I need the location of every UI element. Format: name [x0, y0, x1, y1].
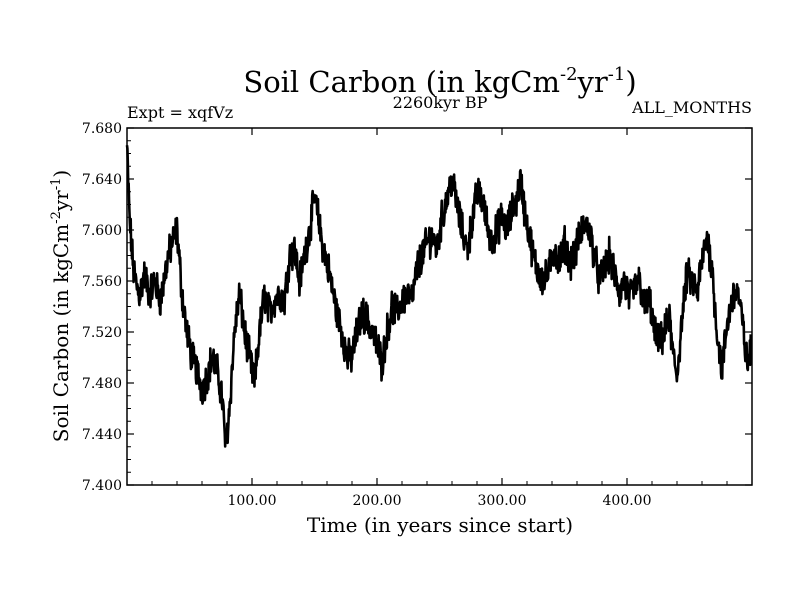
y-axis-ticks: 7.400 7.440 7.480 7.520 7.560 7.600 7.640 7.680 — [82, 121, 752, 494]
y-tick-label: 7.560 — [82, 274, 122, 290]
x-axis-ticks: 100.00 200.00 300.00 400.00 — [151, 128, 728, 509]
chart-title: Soil Carbon (in kgCm-2yr-1) — [243, 64, 636, 99]
x-tick-label: 400.00 — [603, 493, 652, 509]
y-tick-label: 7.440 — [82, 427, 122, 443]
subtitle-right: ALL_MONTHS — [631, 98, 752, 117]
y-tick-label: 7.680 — [82, 121, 122, 137]
y-axis-label: Soil Carbon (in kgCm-2yr-1) — [49, 170, 73, 442]
x-axis-label: Time (in years since start) — [307, 513, 573, 537]
x-tick-label: 300.00 — [478, 493, 527, 509]
series-line-soil-carbon — [125, 145, 752, 448]
y-tick-label: 7.640 — [82, 172, 122, 188]
y-tick-label: 7.520 — [82, 325, 122, 341]
x-tick-label: 200.00 — [353, 493, 402, 509]
subtitle-center: 2260kyr BP — [393, 93, 488, 112]
y-tick-label: 7.400 — [82, 478, 122, 494]
y-tick-label: 7.480 — [82, 376, 122, 392]
subtitle-left: Expt = xqfVz — [127, 103, 233, 122]
x-tick-label: 100.00 — [228, 493, 277, 509]
y-tick-label: 7.600 — [82, 223, 122, 239]
